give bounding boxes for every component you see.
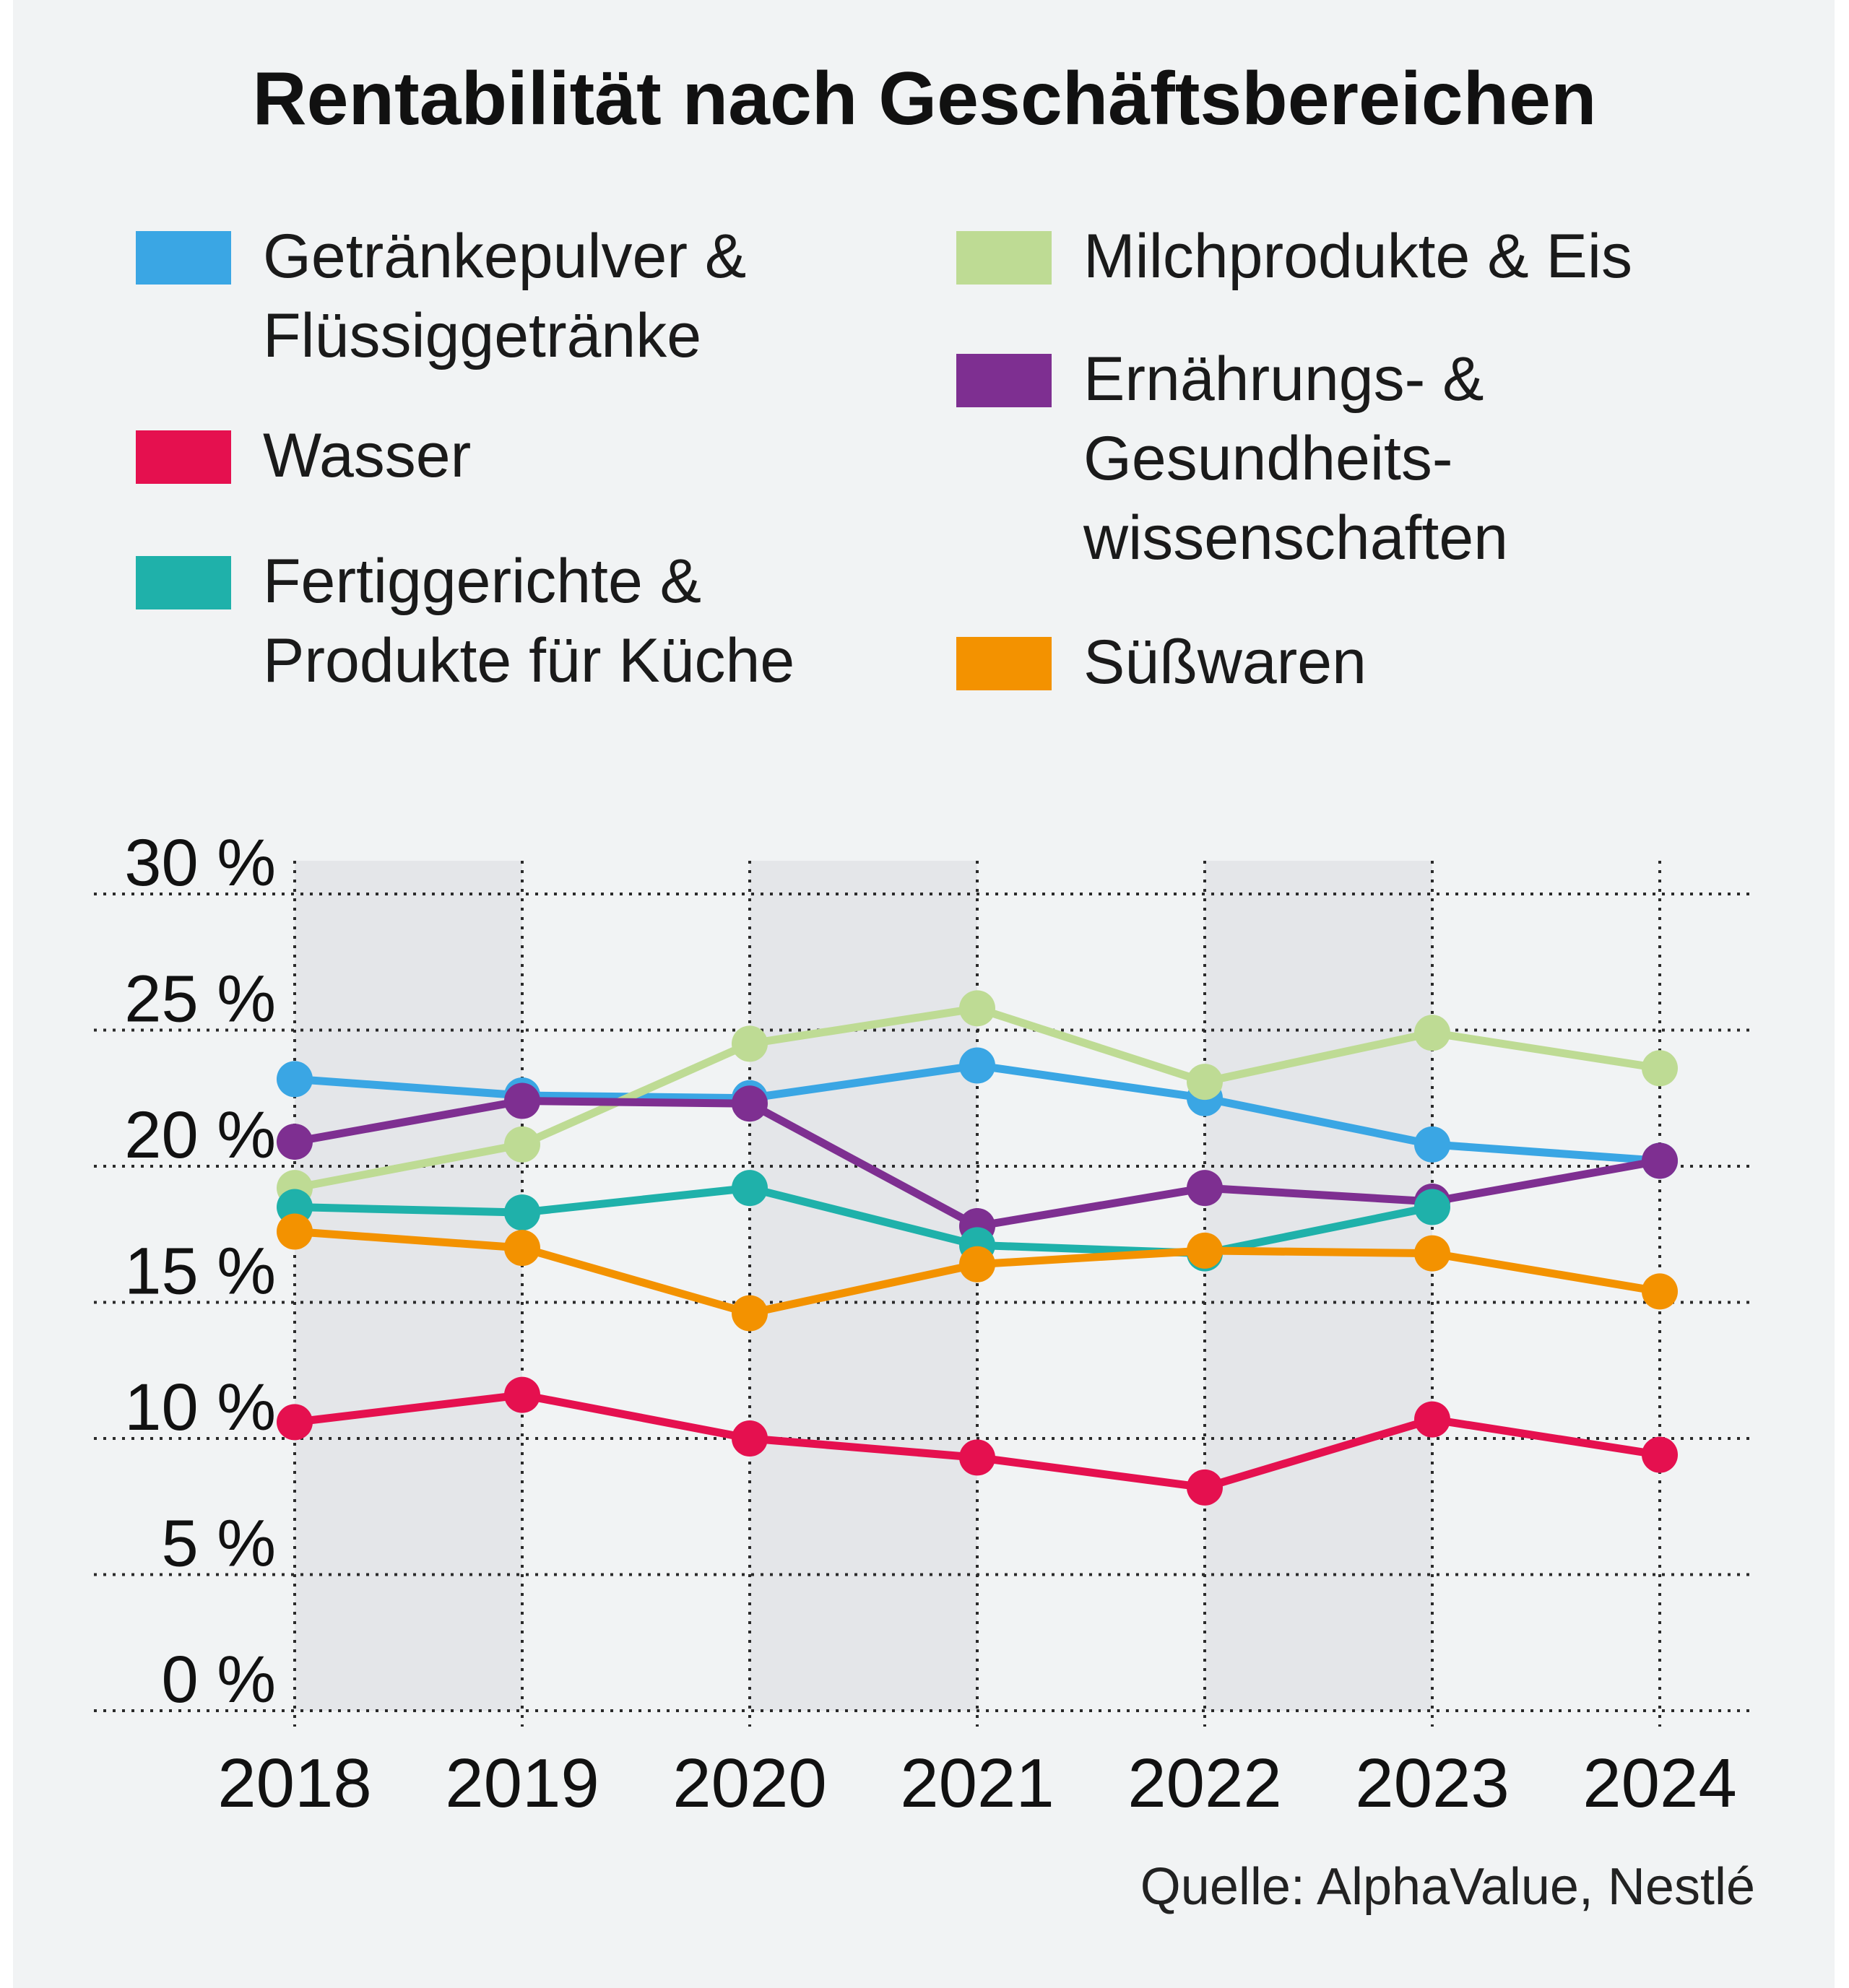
x-tick-label: 2018 xyxy=(217,1745,372,1822)
legend-label: Milchprodukte & Eis xyxy=(1083,222,1632,291)
y-tick-label: 30 % xyxy=(124,826,276,900)
data-point xyxy=(277,1124,313,1160)
legend-swatch xyxy=(136,556,231,609)
data-point xyxy=(1187,1232,1223,1269)
data-point xyxy=(1642,1050,1678,1087)
legend-swatch xyxy=(956,231,1052,285)
y-tick-label: 25 % xyxy=(124,963,276,1036)
chart-title: Rentabilität nach Geschäftsbereichen xyxy=(252,57,1597,141)
data-point xyxy=(1642,1436,1678,1473)
data-point xyxy=(959,1047,995,1084)
data-point xyxy=(504,1082,540,1119)
data-point xyxy=(959,1246,995,1282)
legend-label: Getränkepulver & Flüssiggetränke xyxy=(263,222,747,370)
data-point xyxy=(1642,1142,1678,1179)
legend-swatch xyxy=(956,354,1052,407)
data-point xyxy=(1414,1015,1450,1051)
y-tick-label: 10 % xyxy=(124,1371,276,1444)
source-note: Quelle: AlphaValue, Nestlé xyxy=(1140,1858,1755,1916)
data-point xyxy=(732,1085,768,1122)
y-tick-label: 5 % xyxy=(161,1507,276,1581)
data-point xyxy=(277,1213,313,1250)
x-tick-label: 2024 xyxy=(1582,1745,1737,1822)
legend-label: Wasser xyxy=(263,421,472,490)
legend-label: Süßwaren xyxy=(1083,628,1367,697)
legend-swatch xyxy=(136,231,231,285)
data-point xyxy=(504,1194,540,1231)
legend-swatch xyxy=(956,637,1052,690)
year-band xyxy=(1205,861,1432,1711)
x-tick-label: 2020 xyxy=(672,1745,827,1822)
data-point xyxy=(732,1295,768,1332)
data-point xyxy=(1187,1064,1223,1101)
x-tick-label: 2023 xyxy=(1355,1745,1510,1822)
year-band xyxy=(295,861,522,1711)
data-point xyxy=(277,1404,313,1441)
y-tick-label: 15 % xyxy=(124,1235,276,1308)
data-point xyxy=(732,1420,768,1457)
data-point xyxy=(504,1376,540,1413)
data-point xyxy=(1414,1126,1450,1163)
data-point xyxy=(1187,1170,1223,1207)
x-tick-label: 2019 xyxy=(445,1745,599,1822)
y-tick-label: 20 % xyxy=(124,1098,276,1172)
x-tick-label: 2021 xyxy=(900,1745,1055,1822)
x-tick-label: 2022 xyxy=(1127,1745,1282,1822)
data-point xyxy=(1642,1273,1678,1310)
data-point xyxy=(1187,1469,1223,1506)
data-point xyxy=(732,1025,768,1062)
data-point xyxy=(1414,1401,1450,1438)
data-point xyxy=(959,1439,995,1476)
data-point xyxy=(732,1170,768,1207)
data-point xyxy=(1414,1189,1450,1225)
legend-label: Ernährungs- & Gesundheits- wissenschafte… xyxy=(1083,344,1508,573)
series-line xyxy=(290,1184,1437,1258)
legend-swatch xyxy=(136,430,231,484)
data-point xyxy=(504,1230,540,1267)
data-point xyxy=(1414,1235,1450,1272)
y-tick-label: 0 % xyxy=(161,1643,276,1716)
data-point xyxy=(504,1126,540,1163)
legend-label: Fertiggerichte & Produkte für Küche xyxy=(263,547,795,695)
data-point xyxy=(959,990,995,1027)
data-point xyxy=(277,1061,313,1098)
